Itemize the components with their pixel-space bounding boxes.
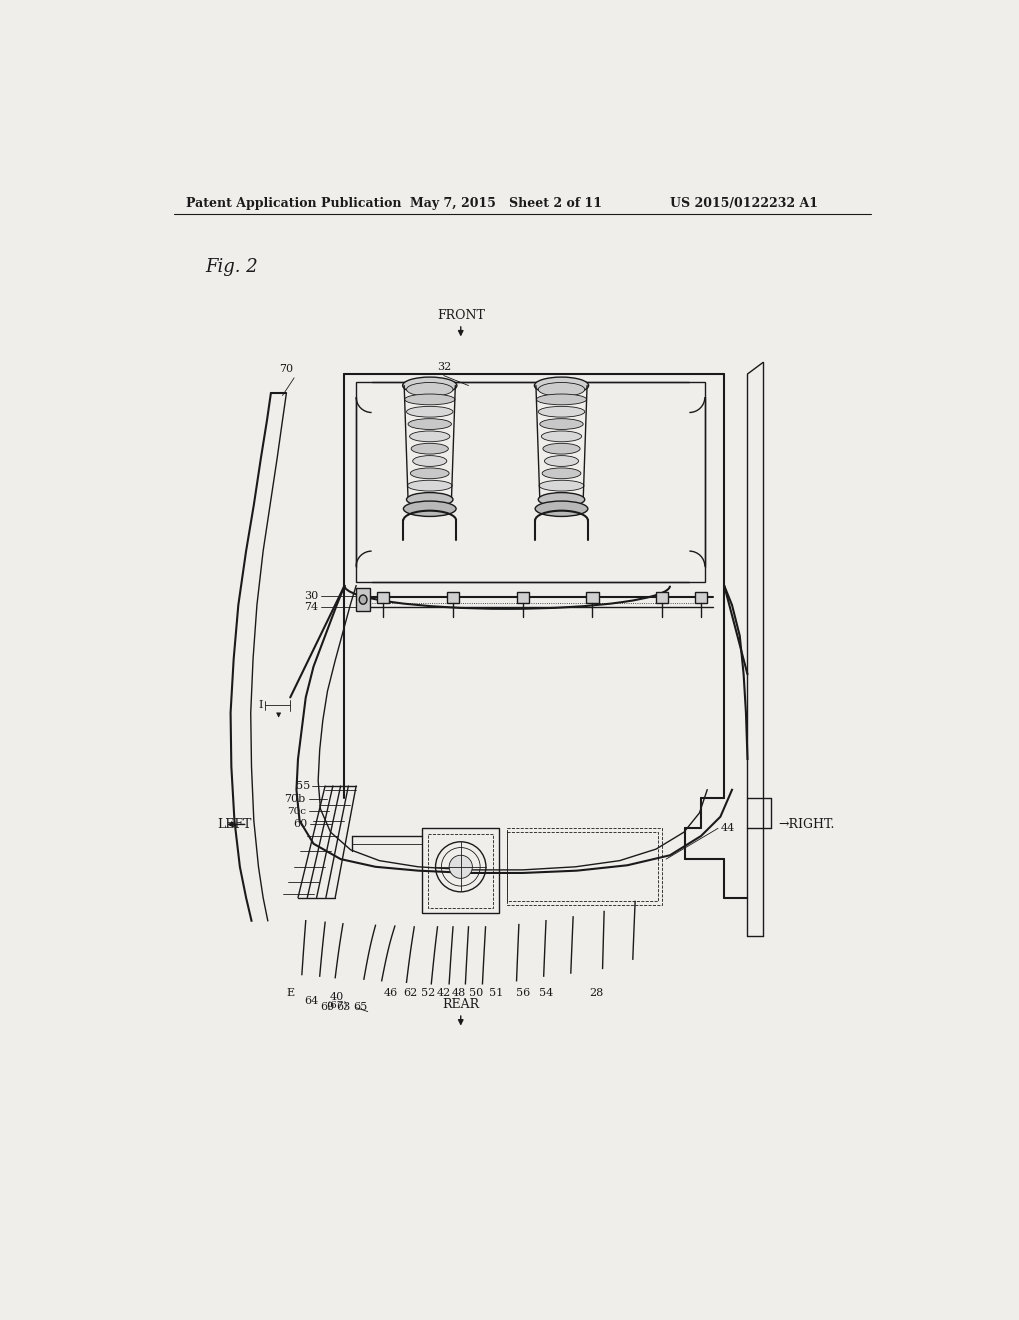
Text: FRONT: FRONT bbox=[436, 309, 484, 322]
Text: 51: 51 bbox=[489, 989, 503, 998]
Ellipse shape bbox=[536, 395, 586, 405]
Text: 65: 65 bbox=[353, 1002, 367, 1012]
Text: 64: 64 bbox=[304, 997, 318, 1006]
Text: 60: 60 bbox=[292, 820, 307, 829]
Bar bbox=[422, 829, 499, 913]
Ellipse shape bbox=[407, 383, 452, 396]
Ellipse shape bbox=[538, 492, 584, 507]
Text: 70c: 70c bbox=[286, 807, 306, 816]
Ellipse shape bbox=[413, 455, 446, 466]
Text: 55: 55 bbox=[296, 781, 310, 791]
Ellipse shape bbox=[403, 502, 455, 516]
Ellipse shape bbox=[535, 502, 587, 516]
Ellipse shape bbox=[539, 418, 583, 429]
Text: 50: 50 bbox=[469, 989, 483, 998]
Text: May 7, 2015   Sheet 2 of 11: May 7, 2015 Sheet 2 of 11 bbox=[410, 197, 602, 210]
Ellipse shape bbox=[538, 480, 584, 491]
Ellipse shape bbox=[538, 407, 584, 417]
Text: →RIGHT.: →RIGHT. bbox=[777, 818, 835, 832]
Text: 70b: 70b bbox=[284, 795, 306, 804]
Text: LEFT: LEFT bbox=[217, 818, 252, 832]
Ellipse shape bbox=[405, 395, 454, 405]
Text: E: E bbox=[286, 989, 294, 998]
Bar bbox=[446, 591, 459, 603]
Ellipse shape bbox=[411, 444, 448, 454]
Text: 28: 28 bbox=[589, 989, 603, 998]
Text: 44: 44 bbox=[719, 824, 734, 833]
Ellipse shape bbox=[403, 378, 457, 395]
Bar bbox=[694, 591, 706, 603]
Text: 52: 52 bbox=[421, 989, 435, 998]
Ellipse shape bbox=[541, 432, 581, 442]
Text: US 2015/0122232 A1: US 2015/0122232 A1 bbox=[669, 197, 817, 210]
Ellipse shape bbox=[410, 469, 448, 479]
Text: (67): (67) bbox=[326, 1001, 347, 1010]
Ellipse shape bbox=[407, 480, 451, 491]
Text: 46: 46 bbox=[383, 989, 397, 998]
Ellipse shape bbox=[542, 444, 580, 454]
Text: 40: 40 bbox=[329, 993, 343, 1002]
Bar bbox=[586, 591, 598, 603]
Ellipse shape bbox=[359, 595, 367, 605]
Text: 42: 42 bbox=[436, 989, 450, 998]
Ellipse shape bbox=[448, 855, 472, 878]
Ellipse shape bbox=[538, 383, 584, 396]
Bar bbox=[655, 591, 667, 603]
Text: 70: 70 bbox=[279, 364, 293, 374]
Text: 56: 56 bbox=[516, 989, 529, 998]
Text: REAR: REAR bbox=[442, 998, 479, 1011]
Text: 62: 62 bbox=[403, 989, 417, 998]
Text: 63: 63 bbox=[335, 1002, 350, 1012]
Ellipse shape bbox=[541, 469, 580, 479]
Ellipse shape bbox=[410, 432, 449, 442]
Text: Patent Application Publication: Patent Application Publication bbox=[185, 197, 400, 210]
Bar bbox=[428, 834, 493, 908]
Ellipse shape bbox=[407, 407, 452, 417]
Ellipse shape bbox=[544, 455, 578, 466]
Bar bbox=[356, 381, 704, 582]
Bar bbox=[506, 829, 661, 906]
Ellipse shape bbox=[408, 418, 451, 429]
Text: I: I bbox=[259, 700, 263, 710]
Text: 48: 48 bbox=[451, 989, 466, 998]
Ellipse shape bbox=[407, 492, 452, 507]
Text: Fig. 2: Fig. 2 bbox=[205, 259, 258, 276]
Bar bbox=[356, 589, 370, 611]
Text: 69: 69 bbox=[320, 1002, 334, 1012]
Text: 30: 30 bbox=[304, 591, 318, 601]
Text: 74: 74 bbox=[304, 602, 318, 612]
Ellipse shape bbox=[534, 378, 588, 395]
Text: 32: 32 bbox=[437, 363, 451, 372]
Bar bbox=[516, 591, 529, 603]
Text: 54: 54 bbox=[538, 989, 552, 998]
Bar bbox=[506, 832, 657, 902]
Bar bbox=[377, 591, 389, 603]
